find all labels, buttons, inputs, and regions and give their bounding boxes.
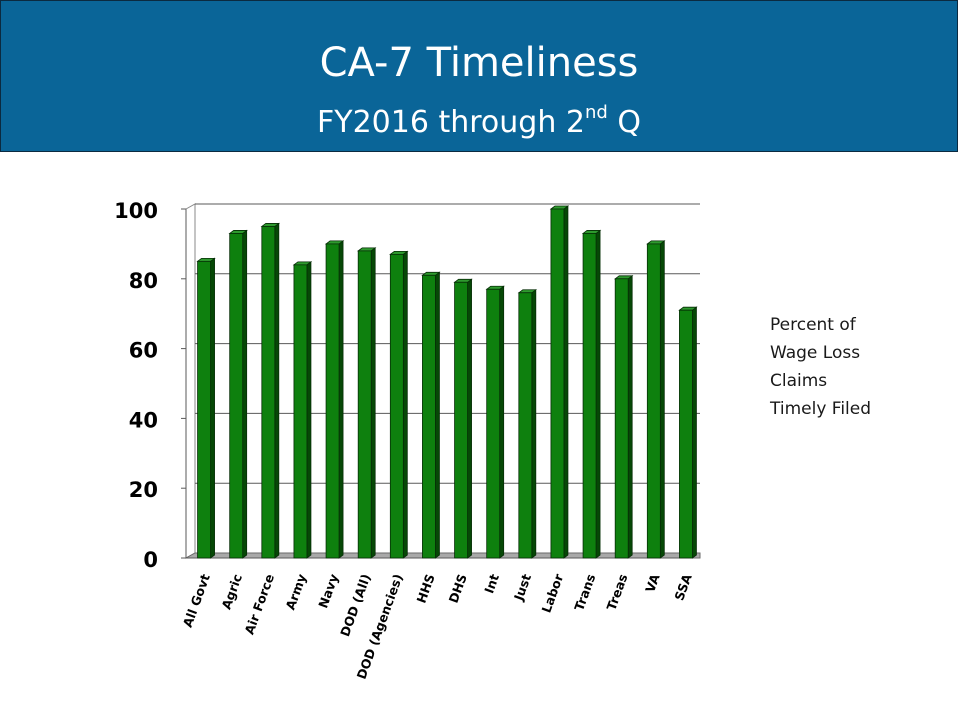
- bar-side: [692, 306, 697, 559]
- bar: [486, 288, 501, 559]
- bar-side: [242, 229, 248, 559]
- bar: [261, 226, 276, 559]
- bar: [357, 250, 372, 559]
- bar: [679, 309, 693, 559]
- x-tick-label: Army: [283, 572, 310, 612]
- bar-side: [627, 274, 633, 559]
- x-tick-label: Air Force: [241, 572, 277, 636]
- x-tick-label: Treas: [604, 572, 631, 613]
- x-tick-label: SSA: [671, 572, 694, 603]
- x-tick-label: Just: [510, 572, 534, 603]
- bar-side: [306, 261, 312, 559]
- bar: [325, 243, 340, 559]
- bar-side: [595, 229, 601, 559]
- x-tick-label: Int: [481, 572, 502, 596]
- subtitle-superscript: nd: [584, 102, 608, 123]
- x-tick-label: Labor: [538, 571, 566, 615]
- bar-side: [659, 240, 665, 559]
- annotation-line: Wage Loss: [770, 343, 861, 363]
- x-tick-label: All Govt: [180, 572, 213, 629]
- subtitle-main: FY2016 through 2: [317, 105, 585, 140]
- bar: [550, 208, 565, 559]
- x-tick-label: VA: [642, 572, 663, 595]
- bar-side: [435, 271, 440, 559]
- bar-side: [563, 205, 569, 559]
- bar-side: [210, 257, 215, 559]
- y-tick-label: 20: [129, 478, 158, 502]
- bar: [389, 253, 404, 559]
- y-tick-label: 40: [129, 408, 158, 432]
- bar: [614, 278, 629, 559]
- bar: [646, 243, 661, 559]
- title-banner: CA-7 Timeliness FY2016 through 2nd Q: [0, 0, 958, 152]
- y-tick-label: 0: [143, 548, 158, 572]
- bar-side: [499, 285, 505, 559]
- x-tick-label: DOD (All): [337, 572, 373, 639]
- bar: [293, 264, 308, 559]
- slide-subtitle: FY2016 through 2nd Q: [1, 103, 957, 143]
- slide-title: CA-7 Timeliness: [319, 40, 639, 86]
- bar-side: [274, 222, 280, 559]
- x-tick-label: Navy: [315, 572, 341, 610]
- bar-side: [531, 288, 537, 559]
- y-tick-label: 80: [129, 269, 158, 293]
- annotation-line: Timely Filed: [770, 399, 872, 419]
- x-tick-label: Agric: [218, 572, 245, 611]
- bar: [582, 233, 597, 559]
- annotation-line: Claims: [770, 371, 828, 391]
- chart-annotation: Percent of Wage Loss Claims Timely Filed: [770, 311, 940, 423]
- subtitle-tail: Q: [607, 105, 641, 140]
- bar-side: [467, 278, 472, 559]
- x-tick-label: DHS: [446, 572, 470, 605]
- annotation-line: Percent of: [770, 315, 856, 335]
- bar-side: [402, 250, 408, 559]
- bar: [454, 281, 468, 559]
- bar-side: [338, 240, 344, 559]
- bar: [229, 233, 244, 559]
- y-tick-label: 100: [114, 199, 158, 223]
- y-tick-label: 60: [129, 339, 158, 363]
- left-side-wall: [185, 203, 196, 559]
- bar: [197, 260, 211, 559]
- x-tick-label: Trans: [571, 572, 598, 613]
- bar: [518, 292, 533, 559]
- bar: [422, 274, 436, 559]
- x-tick-label: HHS: [413, 572, 437, 605]
- bar-side: [370, 247, 376, 559]
